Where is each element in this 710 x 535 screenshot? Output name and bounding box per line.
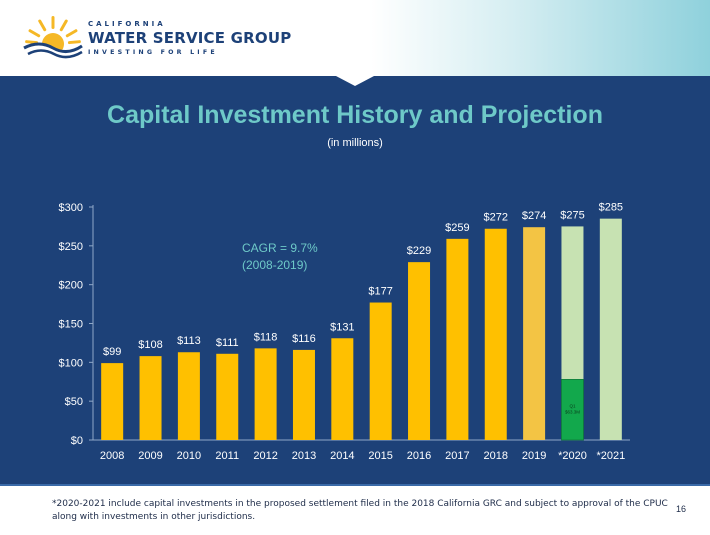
x-tick-label: *2020 <box>558 450 587 462</box>
bar-value-label: $272 <box>484 212 508 224</box>
bar-2017 <box>446 238 469 440</box>
cagr-period-annotation: (2008-2019) <box>242 258 307 272</box>
bar-value-label: $229 <box>407 245 431 257</box>
bar-2019 <box>523 227 546 440</box>
slide-title: Capital Investment History and Projectio… <box>107 101 603 129</box>
bar-2011 <box>216 353 239 440</box>
bar-value-label: $99 <box>103 346 121 358</box>
bar-2018 <box>484 228 507 440</box>
logo-tagline: INVESTING FOR LIFE <box>88 49 218 56</box>
y-tick-label: $150 <box>59 319 83 331</box>
y-tick-label: $200 <box>59 280 83 292</box>
bar-value-label: $259 <box>445 222 469 234</box>
bar-value-label: $113 <box>177 335 201 347</box>
bar-value-label: $285 <box>599 202 623 214</box>
bar-2008 <box>101 363 124 440</box>
y-tick-label: $300 <box>59 202 83 214</box>
header-notch <box>336 72 374 86</box>
footnote: *2020-2021 include capital investments i… <box>52 499 668 522</box>
x-tick-label: 2012 <box>253 450 277 462</box>
bar-value-label: $274 <box>522 210 546 222</box>
logo-brand-name: WATER SERVICE GROUP <box>88 29 292 47</box>
x-tick-label: 2015 <box>368 450 392 462</box>
q1-segment-value: $63.3M <box>565 409 580 414</box>
bar-2014 <box>331 338 354 440</box>
bar-value-label: $275 <box>560 209 584 221</box>
page-number: 16 <box>676 504 687 514</box>
x-tick-label: 2011 <box>215 450 239 462</box>
y-tick-label: $250 <box>59 241 83 253</box>
capital-investment-chart: $0 $50 $100 $150 $200 $250 $300 $99 2008 $108 2009… <box>59 202 630 462</box>
x-tick-label: 2017 <box>445 450 469 462</box>
slide-footer: *2020-2021 include capital investments i… <box>0 484 710 535</box>
x-tick-label: 2018 <box>484 450 508 462</box>
x-tick-label: 2019 <box>522 450 546 462</box>
x-tick-label: 2014 <box>330 450 354 462</box>
x-tick-label: *2021 <box>596 450 625 462</box>
logo-brand-line1: CALIFORNIA <box>88 20 166 28</box>
bar-2015 <box>369 302 392 440</box>
bar-2016 <box>408 262 431 440</box>
x-tick-label: 2013 <box>292 450 316 462</box>
x-tick-label: 2009 <box>138 450 162 462</box>
bar-value-label: $108 <box>138 339 162 351</box>
bar-2009 <box>139 356 162 440</box>
bar-value-label: $131 <box>330 321 354 333</box>
bar-proj-2021 <box>599 218 622 440</box>
cagr-annotation: CAGR = 9.7% <box>242 241 318 255</box>
bar-value-label: $116 <box>292 333 316 345</box>
y-tick-label: $50 <box>65 396 83 408</box>
bar-2012 <box>254 348 277 440</box>
bar-2020-q1-segment <box>561 379 584 441</box>
bar-value-label: $118 <box>254 331 278 343</box>
bar-value-label: $177 <box>368 286 392 298</box>
x-tick-label: 2010 <box>177 450 201 462</box>
sunrise-wave-logo-icon <box>23 16 83 60</box>
x-tick-label: 2016 <box>407 450 431 462</box>
bar-value-label: $111 <box>216 337 239 349</box>
y-tick-label: $100 <box>59 357 83 369</box>
q1-segment-label: Q1 <box>569 403 576 408</box>
slide-header: CALIFORNIA WATER SERVICE GROUP INVESTING… <box>0 0 710 76</box>
slide-subtitle: (in millions) <box>327 137 383 149</box>
bar-2010 <box>177 352 200 440</box>
x-tick-label: 2008 <box>100 450 124 462</box>
y-tick-label: $0 <box>71 435 83 447</box>
bar-2013 <box>292 349 315 440</box>
